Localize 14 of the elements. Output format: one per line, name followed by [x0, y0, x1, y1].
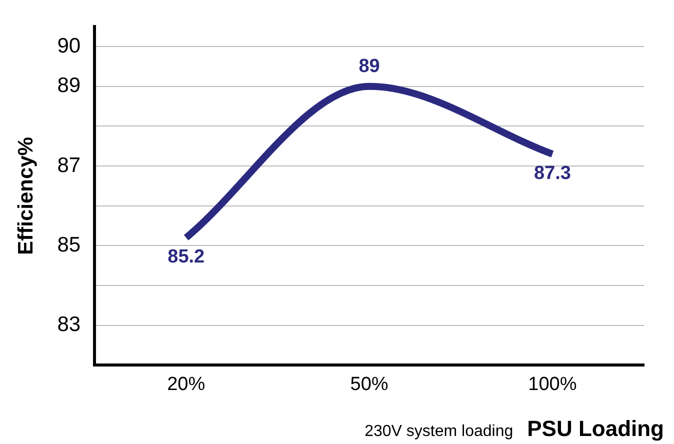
y-tick-label: 87	[57, 154, 81, 177]
x-tick-label: 100%	[528, 374, 577, 395]
y-axis-title: Efficiency%	[14, 136, 38, 255]
text: 230V system loading	[364, 423, 514, 440]
data-label: 89	[358, 56, 380, 78]
y-tick-label: 89	[57, 74, 81, 98]
y-tick-label: 90	[57, 34, 81, 58]
data-label: 87.3	[534, 162, 571, 184]
y-tick-label: 85	[57, 233, 81, 256]
y-tick-label: 83	[57, 313, 81, 336]
x-tick-label: 20%	[167, 374, 206, 395]
x-axis-title: PSU Loading	[527, 416, 664, 441]
data-label: 85.2	[168, 246, 205, 268]
x-tick-label: 50%	[350, 374, 388, 395]
